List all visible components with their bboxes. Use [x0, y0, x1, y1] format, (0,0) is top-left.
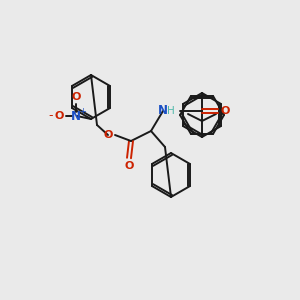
- Text: O: O: [71, 92, 81, 102]
- Text: O: O: [54, 111, 64, 121]
- Text: H: H: [167, 106, 175, 116]
- Text: O: O: [124, 161, 134, 171]
- Text: -: -: [49, 110, 53, 122]
- Text: N: N: [158, 104, 168, 118]
- Text: +: +: [80, 107, 86, 116]
- Text: O: O: [220, 106, 230, 116]
- Text: N: N: [71, 110, 81, 122]
- Text: O: O: [103, 130, 113, 140]
